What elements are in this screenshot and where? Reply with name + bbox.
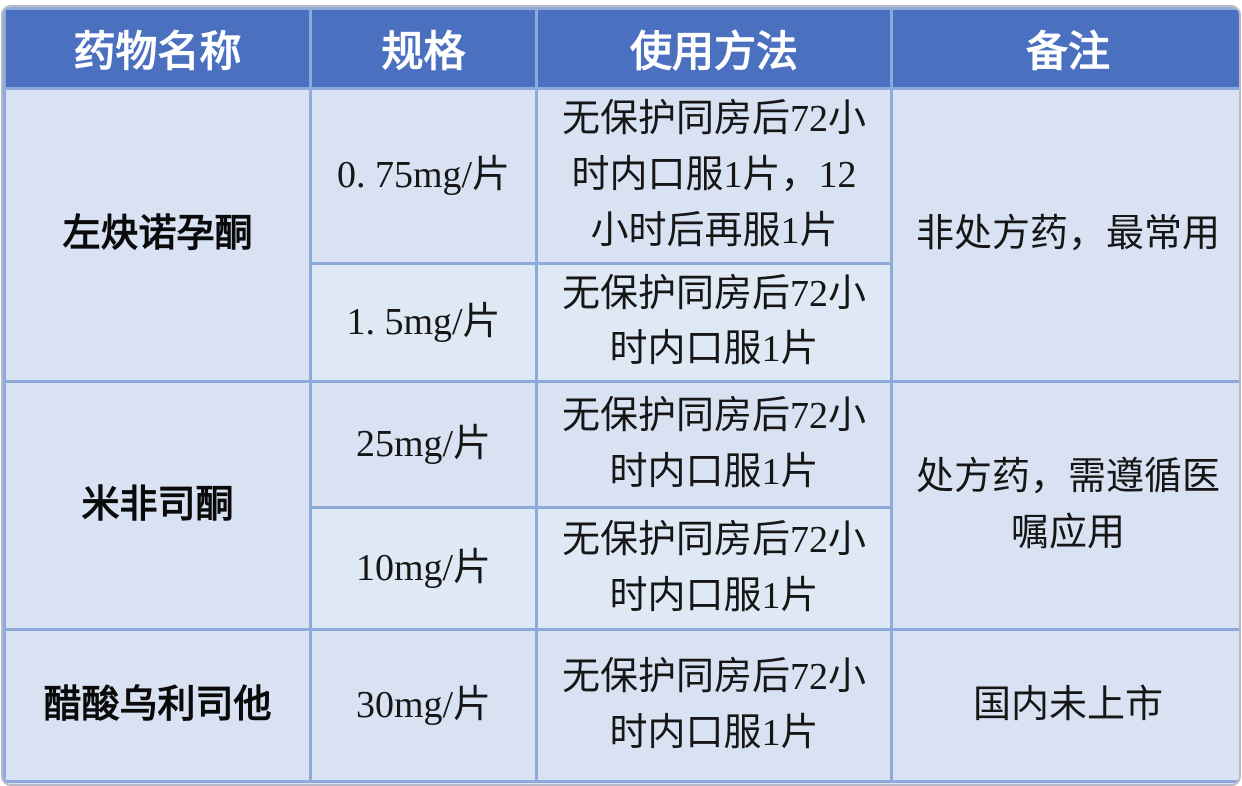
table-row: 米非司酮 25mg/片 无保护同房后72小 时内口服1片 处方药，需遵循医 嘱应… — [3, 380, 1239, 632]
cell-remark: 国内未上市 — [890, 628, 1239, 784]
cell-drug-name-mifepristone: 米非司酮 — [3, 380, 312, 632]
drug-table-container: 药物名称 规格 使用方法 备注 左炔诺孕酮 0. 75mg/片 无保护同房后72… — [1, 5, 1241, 786]
cell-usage: 无保护同房后72小 时内口服1片 — [535, 380, 893, 510]
table-header-row: 药物名称 规格 使用方法 备注 — [3, 7, 1239, 90]
cell-spec: 25mg/片 — [309, 380, 538, 510]
header-specification: 规格 — [309, 7, 538, 90]
cell-usage: 无保护同房后72小 时内口服1片 — [535, 506, 893, 632]
cell-spec: 30mg/片 — [309, 628, 538, 784]
table-row: 醋酸乌利司他 30mg/片 无保护同房后72小 时内口服1片 国内未上市 — [3, 628, 1239, 784]
header-remarks: 备注 — [890, 7, 1239, 90]
cell-usage: 无保护同房后72小 时内口服1片 — [535, 628, 893, 784]
cell-usage: 无保护同房后72小 时内口服1片，12 小时后再服1片 — [535, 87, 893, 265]
table-row: 左炔诺孕酮 0. 75mg/片 无保护同房后72小 时内口服1片，12 小时后再… — [3, 86, 1239, 384]
cell-remark: 非处方药，最常用 — [890, 86, 1239, 384]
cell-usage: 无保护同房后72小 时内口服1片 — [535, 261, 893, 384]
table-row: 1. 5mg/片 无保护同房后72小 时内口服1片 — [5, 261, 1240, 384]
header-usage-method: 使用方法 — [535, 7, 893, 90]
cell-spec: 1. 5mg/片 — [309, 261, 538, 384]
table-row: 10mg/片 无保护同房后72小 时内口服1片 — [5, 506, 1240, 632]
header-drug-name: 药物名称 — [3, 7, 312, 90]
cell-drug-name-ulipristal: 醋酸乌利司他 — [3, 628, 312, 784]
cell-spec: 10mg/片 — [309, 506, 538, 632]
cell-remark: 处方药，需遵循医 嘱应用 — [890, 380, 1239, 632]
emergency-contraception-table: 药物名称 规格 使用方法 备注 左炔诺孕酮 0. 75mg/片 无保护同房后72… — [3, 7, 1240, 784]
cell-drug-name-levonorgestrel: 左炔诺孕酮 — [3, 86, 312, 384]
cell-spec: 0. 75mg/片 — [309, 87, 538, 265]
